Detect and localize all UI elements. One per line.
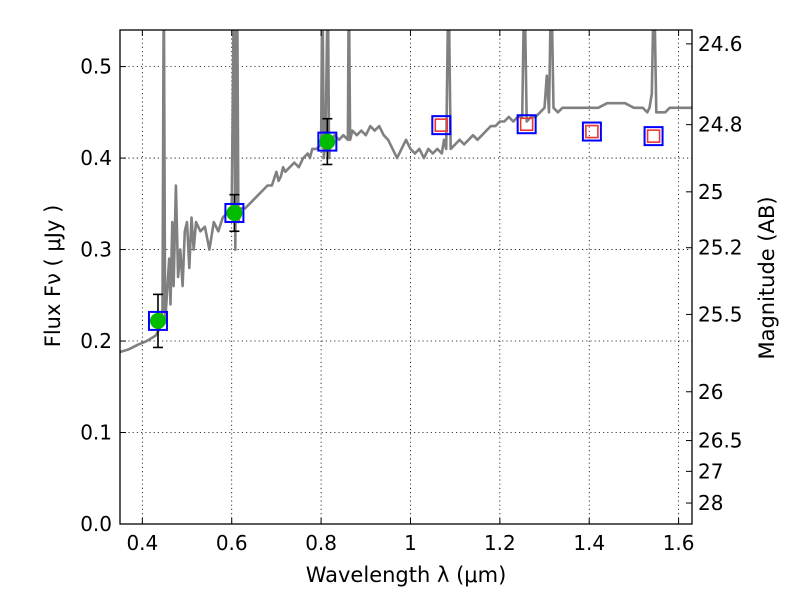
- y2-tick-label: 24.6: [698, 32, 743, 56]
- x-axis-label: Wavelength λ (μm): [306, 563, 507, 587]
- y-tick-label: 0.0: [80, 512, 112, 536]
- y-tick-label: 0.1: [80, 421, 112, 445]
- y-tick-label: 0.2: [80, 329, 112, 353]
- y-tick-label: 0.3: [80, 238, 112, 262]
- model-flux-marker: [516, 114, 537, 135]
- ticks: 0.4 0.6 0.8 1 1.2 1.4 1.6 0.0 0.1 0.2 0.3 0.4 0.5 24.…: [80, 30, 743, 555]
- x-tick-label: 0.4: [126, 531, 158, 555]
- y2-tick-label: 26: [698, 380, 723, 404]
- spectrum-line: [120, 30, 692, 354]
- y-axis-label: Flux Fν ( μJy ): [41, 205, 65, 348]
- observed-flux-point: [149, 312, 166, 329]
- x-tick-label: 1.4: [573, 531, 605, 555]
- y2-tick-label: 26.5: [698, 429, 743, 453]
- x-tick-label: 0.6: [216, 531, 248, 555]
- spectrum-line-layer: [120, 30, 692, 354]
- x-tick-label: 0.8: [305, 531, 337, 555]
- model-flux-marker: [147, 310, 168, 331]
- model-flux-marker: [431, 115, 452, 136]
- model-flux-marker: [643, 126, 664, 147]
- x-tick-label: 1.6: [663, 531, 695, 555]
- y2-tick-label: 25.2: [698, 236, 743, 260]
- y2-tick-label: 24.8: [698, 113, 743, 137]
- observed-flux-point: [319, 133, 336, 150]
- photometry-points-layer: [147, 114, 664, 349]
- y2-tick-label: 28: [698, 491, 723, 515]
- y2-tick-label: 25: [698, 180, 723, 204]
- y2-tick-label: 27: [698, 459, 723, 483]
- model-flux-marker: [581, 121, 602, 142]
- model-flux-inner-marker: [646, 129, 661, 143]
- model-flux-marker: [317, 131, 338, 152]
- x-tick-label: 1.2: [484, 531, 516, 555]
- y-tick-label: 0.5: [80, 55, 112, 79]
- x-tick-label: 1: [404, 531, 417, 555]
- model-flux-inner-marker: [434, 118, 449, 132]
- observed-flux-point: [226, 204, 243, 221]
- right-axis-label: Magnitude (AB): [755, 196, 779, 359]
- y2-tick-label: 25.5: [698, 302, 743, 326]
- model-flux-marker: [224, 202, 245, 223]
- model-flux-inner-marker: [519, 117, 534, 132]
- y-tick-label: 0.4: [80, 146, 112, 170]
- model-flux-inner-marker: [585, 124, 599, 139]
- plot-frame: [119, 29, 693, 525]
